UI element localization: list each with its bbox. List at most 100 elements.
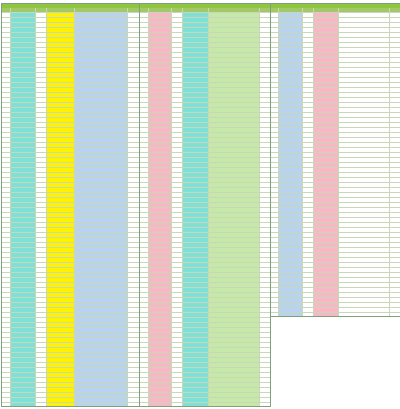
table-cell[interactable] [260, 253, 270, 257]
table-cell[interactable] [271, 308, 280, 312]
table-row[interactable] [2, 213, 139, 218]
table-cell[interactable] [140, 258, 149, 262]
table-cell[interactable] [74, 258, 129, 262]
table-cell[interactable] [47, 323, 75, 327]
table-cell[interactable] [209, 143, 261, 147]
table-cell[interactable] [47, 33, 75, 37]
table-cell[interactable] [209, 103, 261, 107]
table-cell[interactable] [128, 318, 139, 322]
table-cell[interactable] [339, 23, 391, 27]
table-cell[interactable] [2, 113, 11, 117]
table-cell[interactable] [279, 173, 303, 177]
table-cell[interactable] [47, 388, 75, 392]
table-cell[interactable] [74, 193, 129, 197]
table-cell[interactable] [390, 43, 400, 47]
table-cell[interactable] [2, 28, 11, 32]
table-cell[interactable] [148, 143, 172, 147]
table-cell[interactable] [172, 348, 183, 352]
table-cell[interactable] [140, 303, 149, 307]
table-cell[interactable] [128, 93, 139, 97]
table-cell[interactable] [183, 83, 209, 87]
table-cell[interactable] [172, 328, 183, 332]
table-cell[interactable] [128, 283, 139, 287]
table-cell[interactable] [339, 313, 391, 316]
table-row[interactable] [271, 58, 400, 63]
table-cell[interactable] [313, 223, 340, 227]
table-cell[interactable] [128, 83, 139, 87]
table-cell[interactable] [74, 183, 129, 187]
table-cell[interactable] [36, 253, 48, 257]
table-cell[interactable] [148, 383, 172, 387]
column-header[interactable] [2, 8, 11, 12]
table-cell[interactable] [128, 338, 139, 342]
table-cell[interactable] [10, 353, 36, 357]
table-row[interactable] [2, 283, 139, 288]
table-cell[interactable] [148, 308, 172, 312]
table-cell[interactable] [74, 163, 129, 167]
table-cell[interactable] [36, 23, 48, 27]
table-cell[interactable] [183, 88, 209, 92]
table-cell[interactable] [10, 278, 36, 282]
table-cell[interactable] [209, 403, 261, 406]
table-cell[interactable] [260, 313, 270, 317]
table-cell[interactable] [172, 108, 183, 112]
table-cell[interactable] [36, 293, 48, 297]
table-cell[interactable] [47, 178, 75, 182]
table-cell[interactable] [36, 308, 48, 312]
table-cell[interactable] [260, 73, 270, 77]
table-cell[interactable] [390, 98, 400, 102]
table-cell[interactable] [271, 138, 280, 142]
table-cell[interactable] [140, 63, 149, 67]
table-cell[interactable] [74, 313, 129, 317]
table-cell[interactable] [209, 23, 261, 27]
table-row[interactable] [2, 153, 139, 158]
table-cell[interactable] [313, 123, 340, 127]
table-cell[interactable] [10, 163, 36, 167]
table-cell[interactable] [183, 63, 209, 67]
table-cell[interactable] [128, 213, 139, 217]
table-row[interactable] [140, 383, 270, 388]
table-cell[interactable] [74, 53, 129, 57]
table-cell[interactable] [36, 53, 48, 57]
table-cell[interactable] [271, 263, 280, 267]
table-cell[interactable] [172, 193, 183, 197]
table-cell[interactable] [128, 113, 139, 117]
table-cell[interactable] [140, 203, 149, 207]
table-row[interactable] [2, 398, 139, 403]
table-cell[interactable] [209, 193, 261, 197]
table-cell[interactable] [36, 268, 48, 272]
table-cell[interactable] [390, 83, 400, 87]
table-cell[interactable] [260, 368, 270, 372]
table-row[interactable] [271, 93, 400, 98]
table-cell[interactable] [74, 23, 129, 27]
table-cell[interactable] [36, 328, 48, 332]
table-cell[interactable] [183, 58, 209, 62]
table-cell[interactable] [271, 168, 280, 172]
table-cell[interactable] [260, 18, 270, 22]
table-cell[interactable] [260, 158, 270, 162]
table-cell[interactable] [172, 153, 183, 157]
table-cell[interactable] [339, 18, 391, 22]
table-row[interactable] [271, 123, 400, 128]
table-row[interactable] [140, 173, 270, 178]
table-row[interactable] [271, 118, 400, 123]
table-cell[interactable] [140, 168, 149, 172]
table-cell[interactable] [128, 238, 139, 242]
table-cell[interactable] [148, 353, 172, 357]
table-cell[interactable] [148, 43, 172, 47]
table-cell[interactable] [209, 218, 261, 222]
table-cell[interactable] [148, 178, 172, 182]
table-cell[interactable] [303, 313, 314, 316]
table-row[interactable] [140, 213, 270, 218]
table-cell[interactable] [128, 253, 139, 257]
table-cell[interactable] [140, 353, 149, 357]
table-cell[interactable] [172, 53, 183, 57]
table-row[interactable] [271, 33, 400, 38]
table-row[interactable] [2, 78, 139, 83]
table-cell[interactable] [36, 258, 48, 262]
table-cell[interactable] [47, 258, 75, 262]
table-cell[interactable] [148, 78, 172, 82]
table-cell[interactable] [339, 123, 391, 127]
table-cell[interactable] [313, 73, 340, 77]
table-cell[interactable] [303, 133, 314, 137]
